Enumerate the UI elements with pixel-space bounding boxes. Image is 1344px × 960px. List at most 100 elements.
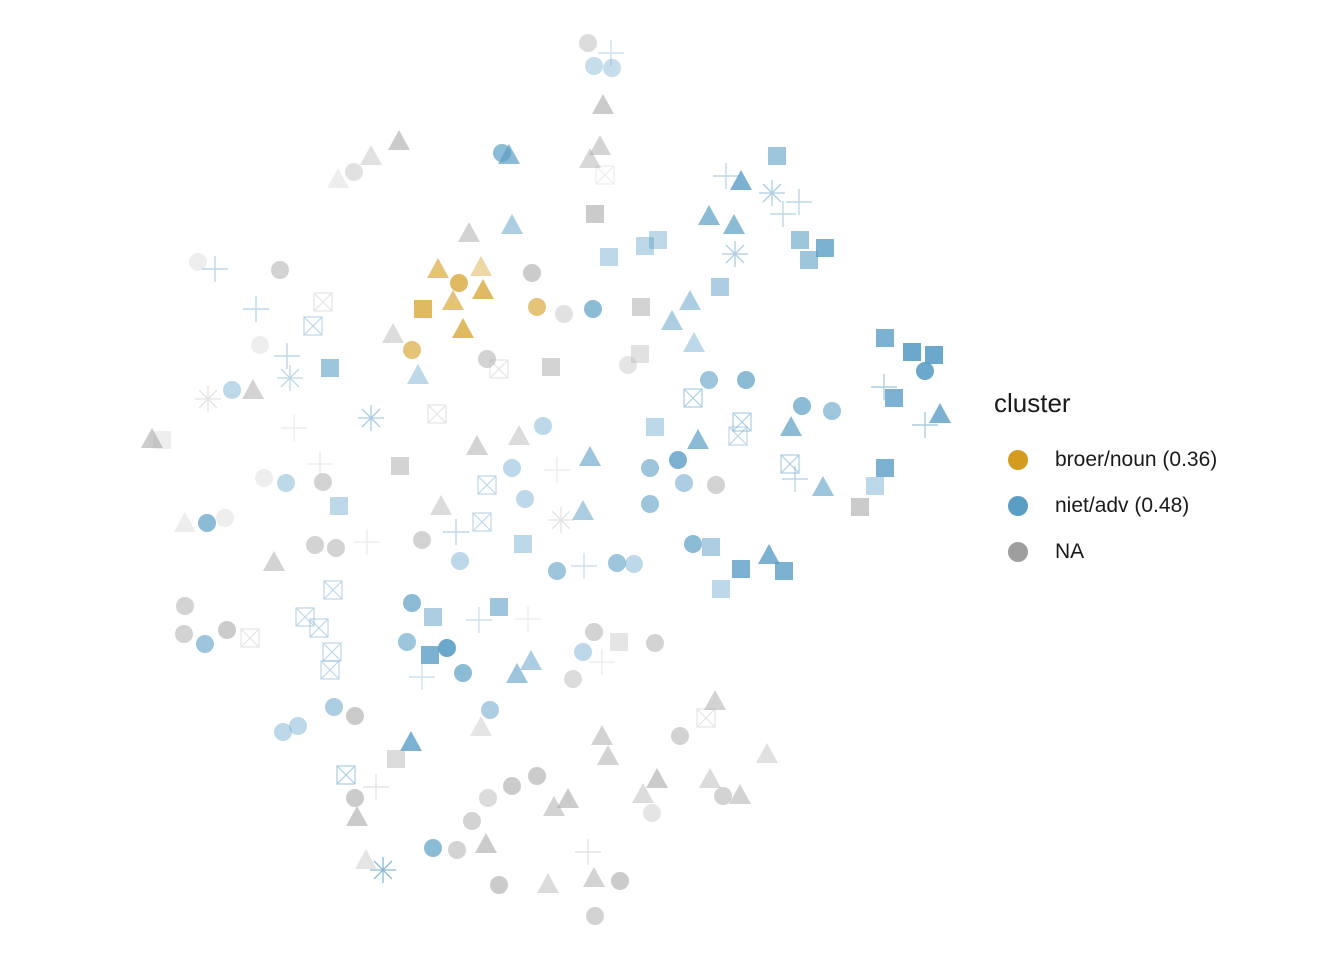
scatter-point-blue-circle — [669, 451, 687, 469]
scatter-point-blue-circle — [641, 495, 659, 513]
scatter-point-blue-circle — [548, 562, 566, 580]
scatter-point-blue-square — [876, 459, 894, 477]
scatter-point-blue-triangle — [687, 429, 709, 449]
scatter-point-blue-boxcross — [732, 412, 752, 432]
scatter-point-blue-plus — [409, 664, 435, 690]
scatter-point-blue-square — [925, 346, 943, 364]
scatter-point-na-triangle — [263, 551, 285, 571]
scatter-point-blue-triangle — [679, 290, 701, 310]
scatter-point-na-square — [153, 431, 171, 449]
scatter-point-blue-plus — [443, 519, 469, 545]
scatter-point-blue-square — [800, 251, 818, 269]
scatter-point-gold-circle — [403, 341, 421, 359]
scatter-point-blue-square — [791, 231, 809, 249]
legend: cluster broer/noun (0.36) niet/adv (0.48… — [994, 388, 1217, 575]
scatter-point-na-triangle — [382, 323, 404, 343]
legend-item-na: NA — [994, 529, 1217, 575]
scatter-point-na-circle — [585, 623, 603, 641]
scatter-point-blue-circle — [454, 664, 472, 682]
scatter-point-blue-circle — [516, 490, 534, 508]
scatter-point-na-triangle — [592, 94, 614, 114]
scatter-point-na-boxcross — [595, 165, 615, 185]
scatter-point-blue-circle — [585, 57, 603, 75]
scatter-point-na-circle — [271, 261, 289, 279]
scatter-point-na-circle — [555, 305, 573, 323]
scatter-point-na-triangle — [597, 745, 619, 765]
scatter-point-blue-asterisk — [358, 405, 384, 431]
scatter-point-gold-triangle — [470, 256, 492, 276]
scatter-point-blue-triangle — [498, 144, 520, 164]
scatter-point-na-triangle — [557, 788, 579, 808]
points-layer — [141, 34, 951, 925]
scatter-point-na-plus — [544, 457, 570, 483]
scatter-point-na-triangle — [174, 512, 196, 532]
scatter-point-blue-circle — [641, 459, 659, 477]
scatter-point-na-square — [632, 298, 650, 316]
scatter-point-blue-square — [421, 646, 439, 664]
scatter-point-blue-triangle — [520, 650, 542, 670]
scatter-point-na-circle — [707, 476, 725, 494]
scatter-point-blue-circle — [916, 362, 934, 380]
scatter-point-na-plus — [575, 839, 601, 865]
scatter-point-na-triangle — [360, 145, 382, 165]
scatter-point-blue-triangle — [812, 476, 834, 496]
legend-title: cluster — [994, 388, 1071, 418]
scatter-point-na-square — [851, 498, 869, 516]
scatter-point-blue-square — [866, 477, 884, 495]
scatter-point-na-asterisk — [195, 386, 221, 412]
scatter-point-na-square — [586, 205, 604, 223]
scatter-point-na-circle — [189, 253, 207, 271]
scatter-point-na-square — [391, 457, 409, 475]
scatter-point-na-triangle — [583, 867, 605, 887]
scatter-point-na-circle — [346, 707, 364, 725]
scatter-point-blue-triangle — [758, 544, 780, 564]
scatter-point-blue-plus — [243, 296, 269, 322]
scatter-point-na-circle — [643, 804, 661, 822]
scatter-point-blue-triangle — [780, 416, 802, 436]
scatter-point-na-triangle — [430, 495, 452, 515]
scatter-point-blue-triangle — [400, 731, 422, 751]
scatter-point-blue-plus — [598, 40, 624, 66]
scatter-point-blue-circle — [534, 417, 552, 435]
scatter-point-blue-square — [711, 278, 729, 296]
scatter-point-na-circle — [611, 872, 629, 890]
scatter-point-blue-circle — [398, 633, 416, 651]
scatter-point-blue-boxcross — [322, 642, 342, 662]
scatter-point-blue-triangle — [723, 214, 745, 234]
scatter-point-blue-square — [646, 418, 664, 436]
scatter-point-blue-circle — [574, 643, 592, 661]
scatter-point-na-triangle — [327, 168, 349, 188]
scatter-point-blue-square — [903, 343, 921, 361]
scatter-point-na-triangle — [346, 806, 368, 826]
scatter-point-na-boxcross — [240, 628, 260, 648]
scatter-point-na-triangle — [475, 833, 497, 853]
scatter-point-blue-circle — [403, 594, 421, 612]
scatter-point-blue-asterisk — [277, 365, 303, 391]
scatter-point-blue-plus — [571, 553, 597, 579]
scatter-point-gold-circle — [450, 274, 468, 292]
scatter-point-blue-triangle — [407, 364, 429, 384]
scatter-point-blue-boxcross — [477, 475, 497, 495]
scatter-point-na-circle — [175, 625, 193, 643]
scatter-point-na-triangle — [543, 796, 565, 816]
scatter-point-na-circle — [327, 539, 345, 557]
scatter-point-na-circle — [619, 356, 637, 374]
scatter-point-blue-triangle — [730, 170, 752, 190]
scatter-point-blue-square — [732, 560, 750, 578]
scatter-point-na-plus — [307, 451, 333, 477]
scatter-point-blue-circle — [625, 555, 643, 573]
scatter-point-na-circle — [646, 634, 664, 652]
scatter-point-blue-plus — [274, 343, 300, 369]
scatter-point-na-triangle — [704, 690, 726, 710]
scatter-point-blue-triangle — [501, 214, 523, 234]
scatter-point-na-triangle — [699, 768, 721, 788]
scatter-point-na-plus — [515, 606, 541, 632]
scatter-point-na-triangle — [537, 873, 559, 893]
legend-item-niet-adv: niet/adv (0.48) — [994, 483, 1217, 529]
scatter-point-na-asterisk — [548, 507, 574, 533]
scatter-point-blue-asterisk — [370, 857, 396, 883]
scatter-point-blue-square — [636, 237, 654, 255]
scatter-point-blue-asterisk — [722, 241, 748, 267]
scatter-point-blue-circle — [289, 717, 307, 735]
